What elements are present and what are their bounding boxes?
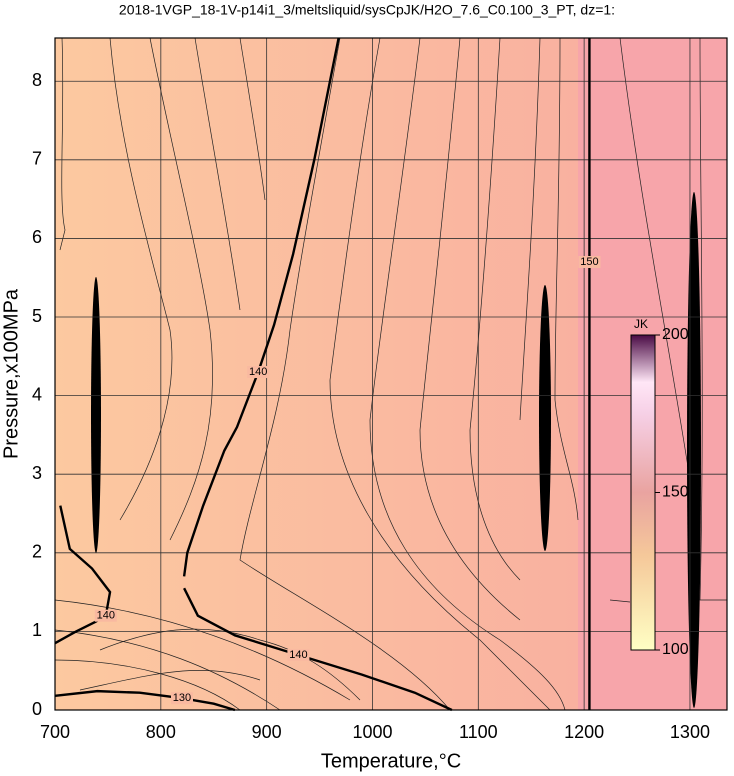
colorbar-tick-label: 150: [662, 484, 689, 501]
x-tick-label: 700: [40, 722, 70, 742]
x-tick-label: 900: [252, 722, 282, 742]
contour-line: [182, 37, 340, 577]
y-tick-label: 8: [32, 70, 42, 90]
contour-label: 140: [289, 649, 307, 661]
dense-contour-cluster: [539, 285, 551, 551]
contour-label: 150: [580, 256, 598, 268]
contour-label: 140: [97, 610, 115, 622]
contour-line: [54, 689, 236, 712]
contour-label-bg: [94, 609, 117, 622]
y-tick-label: 4: [32, 384, 42, 404]
y-tick-label: 2: [32, 542, 42, 562]
y-tick-label: 1: [32, 620, 42, 640]
colorbar-tick-label: 100: [662, 641, 689, 658]
contour-label-bg: [578, 256, 601, 268]
y-tick-label: 7: [32, 149, 42, 169]
dense-contour-cluster: [687, 192, 701, 708]
x-tick-label: 1100: [459, 722, 498, 742]
x-tick-label: 1300: [670, 722, 710, 742]
x-axis-label: Temperature,°C: [321, 750, 461, 772]
y-axis-label: Pressure,x100MPa: [0, 288, 22, 459]
colorbar: [630, 334, 656, 651]
contour-label-bg: [287, 648, 310, 661]
chart-title: 2018-1VGP_18-1V-p14i1_3/meltsliquid/sysC…: [119, 2, 615, 18]
y-tick-label: 5: [32, 306, 42, 326]
x-tick-label: 1000: [352, 722, 392, 742]
x-tick-label: 800: [146, 722, 176, 742]
dense-contours: [91, 192, 701, 708]
dense-contour-cluster: [91, 277, 101, 553]
contour-label-bg: [247, 366, 270, 379]
contour-label-bg: [170, 692, 193, 705]
contour-label: 140: [249, 366, 267, 378]
colorbar-tick-label: 200: [662, 326, 689, 343]
contour-label: 130: [173, 692, 191, 704]
y-tick-label: 3: [32, 463, 42, 483]
y-tick-label: 0: [32, 699, 42, 719]
plot-frame: [54, 37, 728, 711]
colorbar-label: JK: [634, 317, 648, 331]
y-tick-label: 6: [32, 227, 42, 247]
contours: 140 140 140 130 150: [54, 37, 601, 712]
contour-line: [54, 505, 112, 645]
x-tick-label: 1200: [564, 722, 604, 742]
